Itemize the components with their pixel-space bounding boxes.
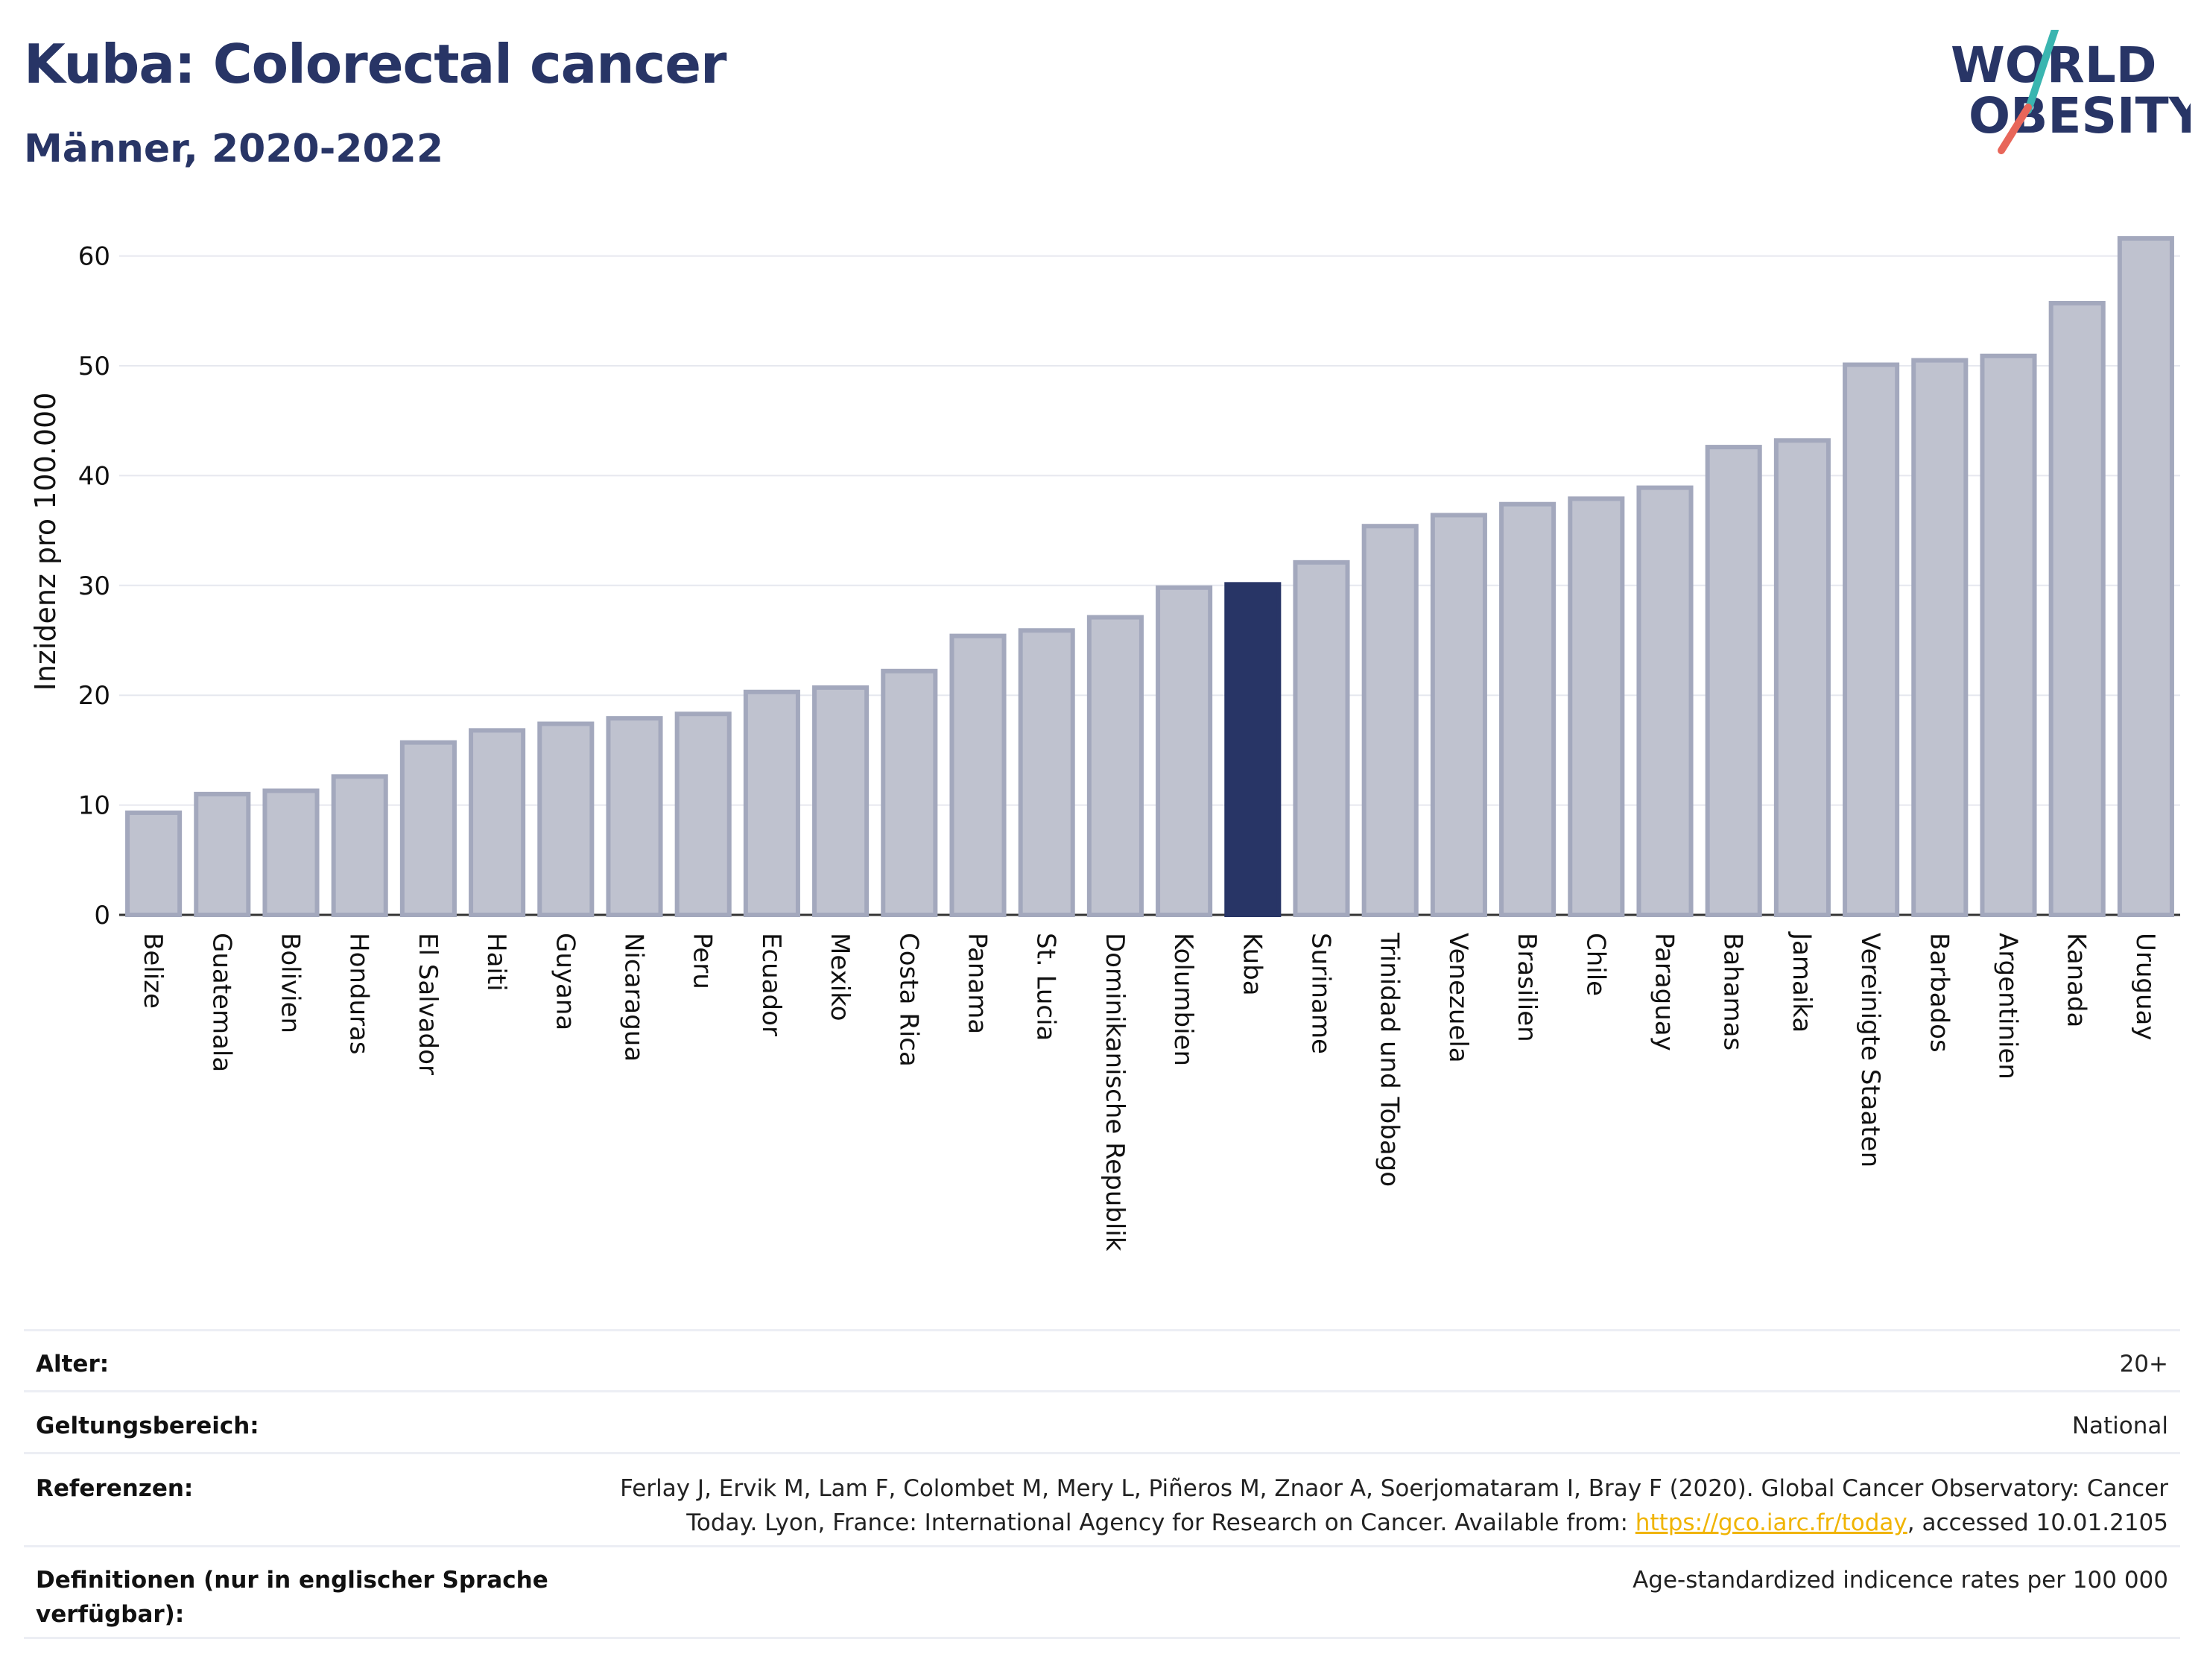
ref-link[interactable]: https://gco.iarc.fr/today: [1635, 1509, 1907, 1536]
x-tick-label: Belize: [138, 933, 168, 1009]
y-tick-label: 10: [78, 791, 110, 821]
meta-divider: [24, 1545, 2180, 1547]
bar: [262, 788, 320, 917]
x-tick-label: Dominikanische Republik: [1100, 933, 1130, 1252]
meta-ref-value: Ferlay J, Ervik M, Lam F, Colombet M, Me…: [620, 1471, 2168, 1540]
bar: [1361, 524, 1419, 917]
x-tick-label: Uruguay: [2130, 933, 2160, 1041]
meta-divider: [24, 1329, 2180, 1331]
x-tick-label: Bolivien: [276, 933, 305, 1033]
bars: [125, 236, 2174, 918]
bar: [1293, 560, 1350, 917]
y-tick-label: 30: [78, 571, 110, 601]
bar: [331, 774, 388, 917]
logo-text-world: WORLD: [1951, 37, 2157, 94]
y-tick-labels: 0 10 20 30 40 50 60: [78, 242, 110, 931]
x-tick-label: Paraguay: [1650, 933, 1679, 1051]
bar: [399, 740, 457, 917]
bar: [1980, 353, 2037, 917]
def-label-line-2: verfügbar):: [36, 1601, 185, 1628]
bar: [606, 716, 663, 917]
bar-chart: 0 10 20 30 40 50 60 Belize Guatemala Bolivien Hon…: [29, 236, 2180, 1252]
bar: [674, 711, 732, 917]
bar: [1773, 438, 1831, 917]
x-tick-label: Suriname: [1306, 933, 1336, 1054]
x-tick-label: Costa Rica: [893, 933, 923, 1067]
chart-subtitle: Männer, 2020-2022: [24, 127, 444, 171]
bar: [1086, 615, 1144, 918]
bar: [881, 668, 938, 917]
meta-scope-label: Geltungsbereich:: [36, 1413, 259, 1439]
bar: [1430, 513, 1487, 917]
x-tick-label: Haiti: [481, 933, 511, 992]
bar: [537, 721, 595, 917]
bar: [125, 810, 183, 917]
bar: [1911, 358, 1969, 917]
bar-highlighted: [1224, 582, 1282, 917]
logo-text-obesity: OBESITY: [1969, 87, 2191, 145]
x-tick-label: Kanada: [2062, 933, 2091, 1027]
meta-age-value: 20+: [2119, 1351, 2168, 1378]
x-tick-label: Panama: [963, 933, 992, 1034]
bar: [1568, 496, 1625, 917]
bar: [1499, 501, 1557, 917]
meta-divider: [24, 1390, 2180, 1392]
x-tick-label: Jamaika: [1787, 931, 1817, 1033]
bar: [1156, 585, 1213, 917]
bar: [2117, 236, 2174, 917]
x-tick-label: Barbados: [1924, 933, 1954, 1053]
meta-def-label: Definitionen (nur in englischer Sprache …: [36, 1563, 548, 1632]
meta-divider: [24, 1452, 2180, 1454]
x-tick-label: Kuba: [1237, 933, 1267, 996]
y-tick-label: 0: [94, 901, 110, 931]
x-tick-label: Brasilien: [1512, 933, 1542, 1042]
x-tick-label: Ecuador: [756, 933, 786, 1036]
y-tick-label: 50: [78, 352, 110, 381]
bar: [194, 791, 251, 917]
x-tick-label: Venezuela: [1443, 933, 1473, 1063]
world-obesity-logo: WORLD OBESITY: [1951, 30, 2191, 154]
x-tick-label: Honduras: [344, 933, 374, 1055]
x-tick-label: El Salvador: [413, 933, 443, 1075]
bar: [1843, 362, 1900, 917]
x-tick-label: Peru: [688, 933, 718, 989]
x-tick-label: St. Lucia: [1031, 933, 1061, 1041]
logo-slash-teal: [2024, 30, 2059, 114]
meta-scope-value: National: [2071, 1413, 2168, 1439]
x-tick-label: Nicaragua: [619, 933, 649, 1062]
bar: [743, 689, 800, 917]
meta-def-value: Age-standardized indicence rates per 100…: [1633, 1567, 2168, 1594]
ref-line-2-post: , accessed 10.01.2105: [1907, 1509, 2168, 1536]
logo-slash-coral: [1998, 104, 2032, 154]
x-tick-label: Vereinigte Staaten: [1855, 933, 1885, 1167]
chart-title: Kuba: Colorectal cancer: [24, 33, 727, 95]
ref-line-1: Ferlay J, Ervik M, Lam F, Colombet M, Me…: [620, 1475, 2168, 1502]
x-tick-labels: Belize Guatemala Bolivien Honduras El Salvad…: [138, 931, 2160, 1252]
bar: [1705, 445, 1762, 917]
bar: [1636, 485, 1694, 917]
y-tick-label: 20: [78, 681, 110, 711]
y-tick-label: 40: [78, 461, 110, 491]
x-tick-label: Bahamas: [1718, 933, 1748, 1050]
y-tick-label: 60: [78, 242, 110, 272]
x-tick-label: Argentinien: [1993, 933, 2023, 1080]
x-tick-label: Mexiko: [825, 933, 855, 1021]
bar: [812, 685, 870, 918]
bar: [1018, 628, 1075, 917]
meta-divider: [24, 1637, 2180, 1639]
x-tick-label: Guyana: [550, 933, 580, 1030]
x-tick-label: Chile: [1580, 933, 1610, 996]
meta-ref-label: Referenzen:: [36, 1475, 194, 1502]
x-tick-label: Trinidad und Tobago: [1375, 932, 1405, 1187]
x-tick-label: Guatemala: [206, 933, 236, 1072]
ref-line-2-pre: Today. Lyon, France: International Agenc…: [686, 1509, 1635, 1536]
x-tick-label: Kolumbien: [1168, 933, 1198, 1066]
def-label-line-1: Definitionen (nur in englischer Sprache: [36, 1567, 548, 1594]
grid-lines: [119, 255, 2180, 916]
y-axis-label: Inzidenz pro 100.000: [29, 393, 62, 691]
meta-age-label: Alter:: [36, 1351, 110, 1378]
bar: [949, 633, 1007, 917]
bar: [469, 728, 526, 917]
bar: [2048, 300, 2106, 917]
